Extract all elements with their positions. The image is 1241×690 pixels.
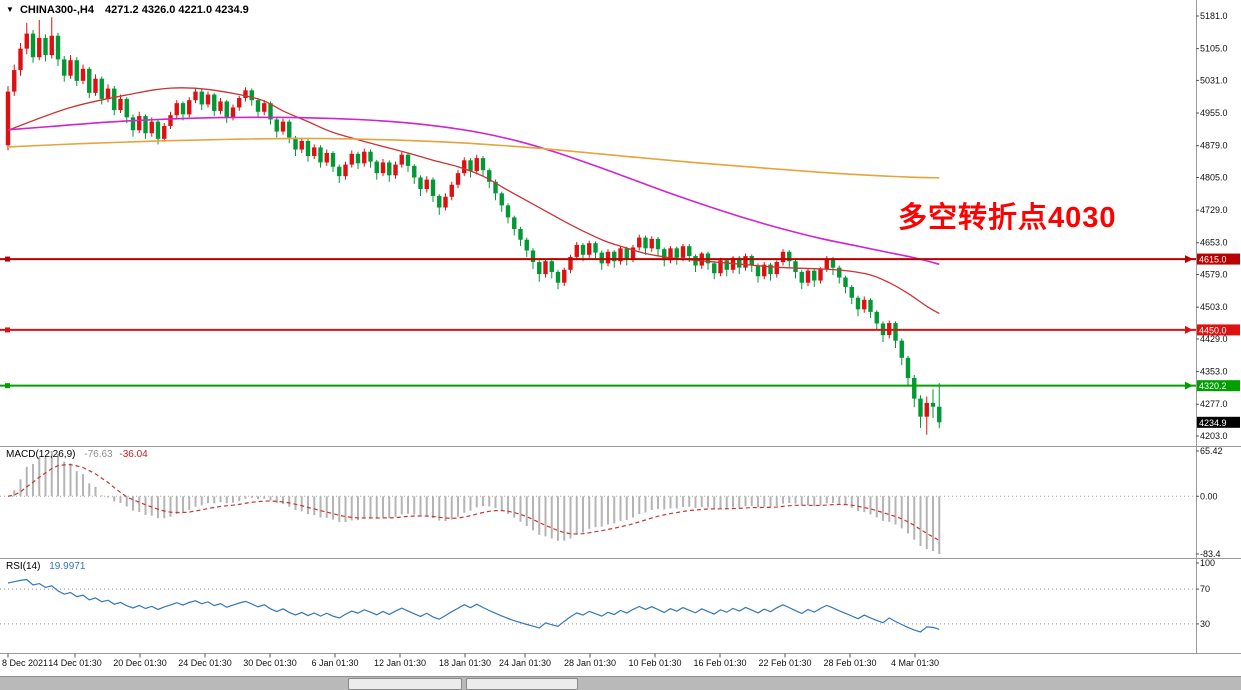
price-axis-label: 4955.0 [1200, 108, 1228, 118]
time-axis-label: 22 Feb 01:30 [758, 658, 811, 668]
price-tag [1197, 380, 1240, 392]
price-tag [1197, 253, 1240, 265]
rsi-line [7, 578, 940, 633]
candles [5, 17, 942, 435]
time-axis-label: 28 Jan 01:30 [564, 658, 616, 668]
macd-axis-label: 65.42 [1200, 446, 1223, 456]
svg-text:4234.9: 4234.9 [1199, 418, 1227, 428]
macd-signal-line [7, 463, 940, 541]
svg-text:4450.0: 4450.0 [1199, 325, 1227, 335]
level-handle [5, 327, 10, 333]
ma-mid-magenta [7, 116, 940, 265]
time-axis-label: 18 Jan 01:30 [439, 658, 491, 668]
annotation-text: 多空转折点4030 [898, 202, 1117, 234]
level-handle [5, 383, 10, 389]
rsi-axis-label: 30 [1200, 619, 1210, 629]
time-axis-label: 24 Dec 01:30 [178, 658, 232, 668]
price-axis-label: 5031.0 [1200, 75, 1228, 85]
price-axis-label: 4805.0 [1200, 172, 1228, 182]
time-axis-label: 20 Dec 01:30 [113, 658, 167, 668]
macd-value-signal: -36.04 [119, 449, 148, 460]
price-axis-label: 4353.0 [1200, 367, 1228, 377]
price-tags: 4615.0 4450.0 4320.2 4234.9 [1197, 253, 1240, 428]
time-axis-label: 14 Dec 01:30 [48, 658, 102, 668]
time-axis-label: 10 Feb 01:30 [628, 658, 681, 668]
svg-text:4615.0: 4615.0 [1199, 255, 1227, 265]
price-axis-label: 5181.0 [1200, 11, 1228, 21]
rsi-axis-label: 70 [1200, 584, 1210, 594]
rsi-value: 19.9971 [49, 561, 86, 572]
scrollbar-thumb[interactable] [348, 678, 462, 690]
time-axis-label: 30 Dec 01:30 [243, 658, 297, 668]
horizontal-levels [0, 255, 1196, 390]
price-axis-label: 4429.0 [1200, 334, 1228, 344]
ma-fast-red [7, 87, 940, 315]
ma-slow-orange [7, 137, 940, 179]
time-axis-label: 16 Feb 01:30 [693, 658, 746, 668]
time-axis: 8 Dec 2021 14 Dec 01:30 20 Dec 01:30 24 Dec… [2, 653, 939, 668]
price-axis-label: 4653.0 [1200, 238, 1228, 248]
symbol-period: CHINA300-,H4 [19, 4, 94, 16]
moving-averages [7, 87, 940, 315]
price-axis-label: 4729.0 [1200, 205, 1228, 215]
macd-panel: 65.42 0.00 -83.4 [0, 446, 1223, 559]
rsi-name: RSI(14) [6, 561, 41, 572]
symbol-marker-icon: ▼ [6, 5, 14, 14]
rsi-panel: 100 70 30 [0, 558, 1215, 633]
time-axis-label: 28 Feb 01:30 [823, 658, 876, 668]
price-axis-label: 4203.0 [1200, 431, 1228, 441]
price-axis-label: 4503.0 [1200, 302, 1228, 312]
macd-axis-label: 0.00 [1200, 491, 1218, 501]
time-axis-label: 24 Jan 01:30 [499, 658, 551, 668]
level-handle [5, 256, 10, 262]
price-tag [1197, 324, 1240, 336]
time-axis-label: 4 Mar 01:30 [891, 658, 939, 668]
macd-label: MACD(12,26,9) -76.63 -36.04 [6, 449, 148, 460]
time-axis-label: 8 Dec 2021 [2, 658, 48, 668]
price-axis-label: 5105.0 [1200, 44, 1228, 54]
macd-axis-label: -83.4 [1200, 549, 1221, 559]
horizontal-scrollbar[interactable] [0, 676, 1241, 690]
ohlc-values: 4271.2 4326.0 4221.0 4234.9 [105, 4, 249, 16]
scrollbar-thumb[interactable] [466, 678, 578, 690]
rsi-label: RSI(14) 19.9971 [6, 561, 85, 572]
time-axis-label: 6 Jan 01:30 [311, 658, 358, 668]
svg-text:4320.2: 4320.2 [1199, 381, 1227, 391]
price-tag [1197, 416, 1240, 428]
price-axis-label: 4879.0 [1200, 141, 1228, 151]
macd-value-histogram: -76.63 [84, 449, 113, 460]
price-axis-label: 4277.0 [1200, 399, 1228, 409]
time-axis-label: 12 Jan 01:30 [374, 658, 426, 668]
macd-name: MACD(12,26,9) [6, 449, 76, 460]
chart-title: ▼ CHINA300-,H4 4271.2 4326.0 4221.0 4234… [6, 4, 249, 16]
price-axis-label: 4579.0 [1200, 270, 1228, 280]
rsi-axis-label: 100 [1200, 558, 1215, 568]
price-axis: 5181.0 5105.0 5031.0 4955.0 4879.0 4805.0 4729… [1196, 11, 1228, 441]
